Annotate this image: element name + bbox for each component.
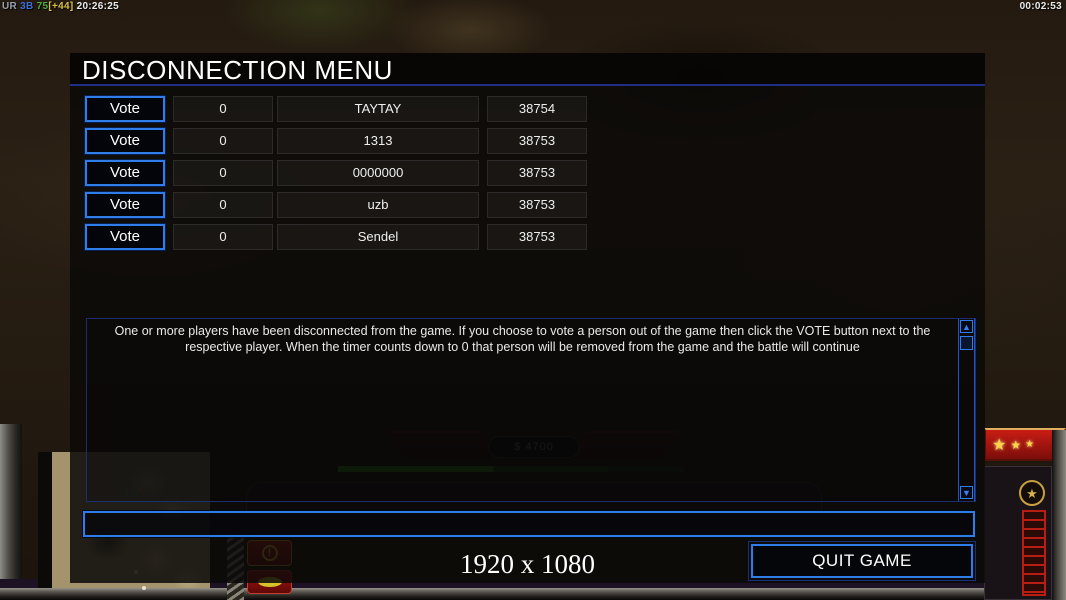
quit-game-button[interactable]: QUIT GAME: [748, 541, 976, 581]
player-row: Vote 0 1313 38753: [70, 128, 985, 155]
experience-ladder: [1022, 510, 1046, 596]
vote-button[interactable]: Vote: [85, 128, 165, 154]
timeout-cell: 38753: [487, 224, 587, 250]
chat-input[interactable]: [83, 511, 975, 537]
hud-left-metal-frame: [0, 424, 22, 600]
player-row: Vote 0 0000000 38753: [70, 160, 985, 187]
dialog-title: DISCONNECTION MENU: [70, 53, 985, 86]
player-name-cell: uzb: [277, 192, 479, 218]
scrollbar-thumb[interactable]: [960, 336, 973, 350]
player-name-cell: 1313: [277, 128, 479, 154]
status-extra: [+44]: [48, 1, 74, 12]
rank-star-icon: ★: [1010, 437, 1022, 452]
status-clock: 20:26:25: [76, 1, 120, 12]
vote-button[interactable]: Vote: [85, 224, 165, 250]
player-name-cell: Sendel: [277, 224, 479, 250]
disconnect-message-box: One or more players have been disconnect…: [86, 318, 976, 502]
vote-count-cell: 0: [173, 224, 273, 250]
message-scrollbar[interactable]: ▲ ▼: [958, 319, 975, 501]
player-row: Vote 0 Sendel 38753: [70, 224, 985, 251]
top-status-bar: UR 3B 75[+44] 20:26:25 00:02:53: [0, 0, 1066, 14]
status-ur: UR: [2, 1, 18, 12]
vote-button[interactable]: Vote: [85, 192, 165, 218]
timeout-cell: 38753: [487, 160, 587, 186]
gentool-status: UR 3B 75[+44] 20:26:25: [2, 1, 119, 12]
timeout-cell: 38753: [487, 192, 587, 218]
game-timer: 00:02:53: [1019, 1, 1062, 12]
timeout-cell: 38753: [487, 128, 587, 154]
radar-blip: [142, 586, 146, 590]
rank-star-icon: ★: [992, 436, 1007, 454]
vote-count-cell: 0: [173, 96, 273, 122]
scroll-down-icon[interactable]: ▼: [960, 486, 973, 499]
disconnect-message: One or more players have been disconnect…: [114, 324, 931, 354]
vote-count-cell: 0: [173, 192, 273, 218]
status-ping: 75: [36, 1, 49, 12]
vote-count-cell: 0: [173, 160, 273, 186]
resolution-label: 1920 x 1080: [460, 549, 595, 579]
vote-count-cell: 0: [173, 128, 273, 154]
player-row: Vote 0 TAYTAY 38754: [70, 96, 985, 123]
rank-star-icon: ★: [1025, 439, 1035, 450]
timeout-cell: 38754: [487, 96, 587, 122]
disconnection-menu-dialog: DISCONNECTION MENU Vote 0 TAYTAY 38754 V…: [70, 53, 985, 583]
vote-button[interactable]: Vote: [85, 96, 165, 122]
status-fps: 3B: [20, 1, 34, 12]
hud-bottom-trim: [0, 579, 1066, 588]
scroll-up-icon[interactable]: ▲: [960, 320, 973, 333]
player-row: Vote 0 uzb 38753: [70, 192, 985, 219]
general-emblem-icon: ★: [1019, 480, 1045, 506]
hud-right-metal-frame: [1052, 430, 1066, 600]
player-name-cell: TAYTAY: [277, 96, 479, 122]
hud-bottom-metal-frame: [0, 588, 1066, 600]
player-name-cell: 0000000: [277, 160, 479, 186]
vote-button[interactable]: Vote: [85, 160, 165, 186]
